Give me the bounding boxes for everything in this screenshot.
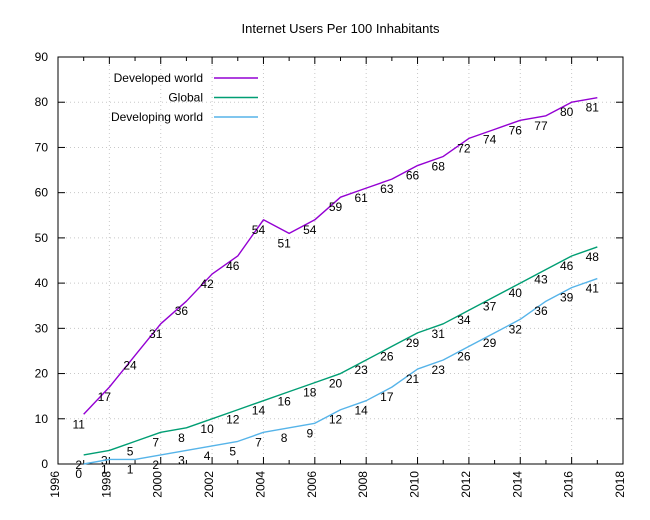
- y-tick-label: 0: [41, 457, 48, 471]
- point-label: 37: [483, 300, 497, 314]
- x-tick-label: 2008: [356, 471, 370, 498]
- point-label: 31: [432, 327, 446, 341]
- point-label: 21: [406, 372, 420, 386]
- point-label: 61: [355, 191, 369, 205]
- point-label: 3: [178, 453, 185, 467]
- point-label: 8: [281, 431, 288, 445]
- point-label: 36: [175, 304, 189, 318]
- point-label: 29: [406, 336, 420, 350]
- point-label: 54: [252, 223, 266, 237]
- y-tick-label: 20: [35, 367, 49, 381]
- point-label: 7: [152, 435, 159, 449]
- y-tick-label: 10: [35, 412, 49, 426]
- point-label: 72: [457, 141, 471, 155]
- y-tick-label: 30: [35, 321, 49, 335]
- point-label: 39: [560, 291, 574, 305]
- point-label: 9: [306, 426, 313, 440]
- x-tick-label: 2004: [253, 471, 267, 498]
- point-label: 31: [149, 327, 163, 341]
- point-label: 46: [226, 259, 240, 273]
- point-label: 4: [204, 449, 211, 463]
- series-line-global: [83, 246, 598, 456]
- point-label: 54: [303, 223, 317, 237]
- point-label: 26: [380, 349, 394, 363]
- y-tick-label: 80: [35, 95, 49, 109]
- y-tick-label: 40: [35, 276, 49, 290]
- x-tick-label: 1996: [48, 471, 62, 498]
- point-label: 0: [75, 467, 82, 481]
- point-label: 14: [252, 404, 266, 418]
- point-label: 66: [406, 169, 420, 183]
- point-label: 32: [509, 322, 523, 336]
- point-label: 11: [72, 417, 85, 431]
- point-label: 81: [586, 101, 600, 115]
- y-tick-label: 60: [35, 186, 49, 200]
- point-label: 36: [534, 304, 548, 318]
- x-tick-label: 2018: [613, 471, 627, 498]
- point-label: 40: [509, 286, 523, 300]
- point-label: 51: [277, 236, 291, 250]
- x-tick-label: 2002: [202, 471, 216, 498]
- point-label: 8: [178, 431, 185, 445]
- point-label: 48: [586, 250, 600, 264]
- point-label: 68: [432, 159, 446, 173]
- point-label: 7: [255, 435, 262, 449]
- point-label: 2: [152, 458, 159, 472]
- point-label: 1: [127, 462, 134, 476]
- point-label: 41: [586, 282, 600, 296]
- x-tick-label: 2006: [305, 471, 319, 498]
- point-label: 5: [127, 444, 134, 458]
- series-line-developed-world: [83, 97, 598, 415]
- point-label: 42: [200, 277, 214, 291]
- x-tick-label: 1998: [99, 471, 113, 498]
- point-label: 76: [509, 123, 523, 137]
- point-label: 12: [226, 413, 240, 427]
- point-label: 18: [303, 386, 317, 400]
- point-label: 2: [75, 458, 82, 472]
- point-label: 34: [457, 313, 471, 327]
- point-label: 59: [329, 200, 343, 214]
- point-label: 24: [123, 358, 137, 372]
- point-label: 23: [432, 363, 446, 377]
- point-label: 5: [229, 444, 236, 458]
- series-line-developing-world: [83, 277, 598, 465]
- x-tick-label: 2012: [459, 471, 473, 498]
- chart-title: Internet Users Per 100 Inhabitants: [241, 21, 440, 36]
- legend-label-global: Global: [168, 91, 203, 105]
- x-tick-label: 2000: [151, 471, 165, 498]
- point-label: 23: [355, 363, 369, 377]
- legend-label-developed-world: Developed world: [114, 71, 203, 85]
- x-tick-label: 2010: [408, 471, 422, 498]
- x-tick-label: 2016: [562, 471, 576, 498]
- point-label: 20: [329, 377, 343, 391]
- point-label: 16: [277, 395, 291, 409]
- point-label: 74: [483, 132, 497, 146]
- point-label: 17: [98, 390, 112, 404]
- point-label: 10: [200, 422, 214, 436]
- point-label: 63: [380, 182, 394, 196]
- legend-label-developing-world: Developing world: [111, 110, 203, 124]
- x-tick-label: 2014: [510, 471, 524, 498]
- point-label: 26: [457, 349, 471, 363]
- y-tick-label: 90: [35, 50, 49, 64]
- point-label: 29: [483, 336, 497, 350]
- point-label: 1: [101, 462, 108, 476]
- point-label: 77: [534, 119, 548, 133]
- point-label: 80: [560, 105, 574, 119]
- y-tick-label: 70: [35, 140, 49, 154]
- point-label: 12: [329, 413, 343, 427]
- point-label: 17: [380, 390, 394, 404]
- point-label: 46: [560, 259, 574, 273]
- point-label: 14: [355, 404, 369, 418]
- point-label: 43: [534, 273, 548, 287]
- y-tick-label: 50: [35, 231, 49, 245]
